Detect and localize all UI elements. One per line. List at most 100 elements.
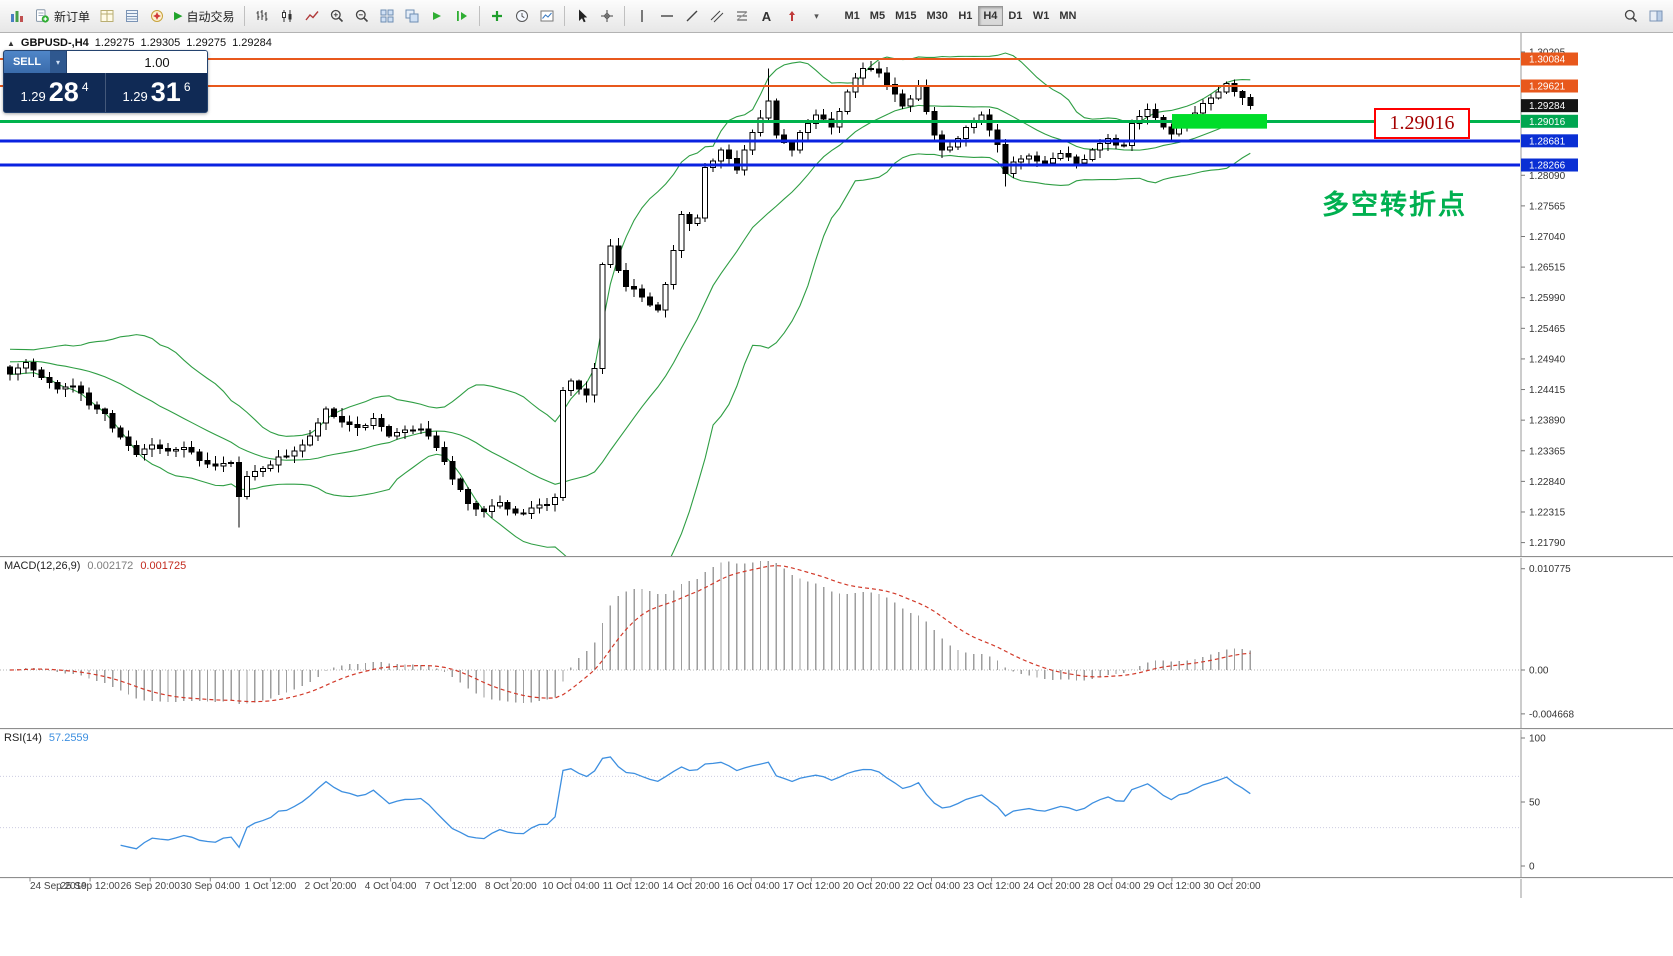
svg-text:17 Oct 12:00: 17 Oct 12:00 (783, 881, 841, 892)
autotrade-play-icon: ▶ (174, 9, 183, 22)
data-window-button[interactable] (120, 4, 144, 28)
candles-layer (7, 60, 1254, 528)
new-order-label: 新订单 (54, 9, 91, 24)
one-click-collapse-icon[interactable]: ▲ (7, 38, 15, 48)
buy-price[interactable]: 1.29 31 6 (105, 73, 207, 112)
line-chart-mode-button[interactable] (300, 4, 324, 28)
macd-signal-value: 0.001725 (140, 560, 187, 572)
price-badge (1521, 134, 1578, 148)
zoom-in-icon (330, 9, 343, 23)
auto-scroll-icon (432, 12, 441, 20)
svg-text:8 Oct 20:00: 8 Oct 20:00 (485, 881, 537, 892)
templates-button[interactable] (535, 4, 559, 28)
bar-chart-mode-button[interactable] (250, 4, 274, 28)
clock-icon (515, 10, 528, 22)
zoom-in-button[interactable] (325, 4, 349, 28)
svg-text:1.29621: 1.29621 (1529, 82, 1566, 93)
data-window-icon (126, 10, 139, 22)
autotrade-button[interactable]: ▶ 自动交易 (170, 4, 238, 28)
candle-chart-icon (281, 10, 291, 22)
svg-text:1.25990: 1.25990 (1529, 293, 1566, 304)
tab-m1[interactable]: M1 (840, 6, 865, 26)
market-watch-button[interactable] (95, 4, 119, 28)
more-tools-button[interactable]: ▾ (805, 4, 829, 28)
tab-h4[interactable]: H4 (977, 6, 1003, 26)
sell-price-point: 4 (81, 79, 89, 94)
svg-text:1.28266: 1.28266 (1529, 161, 1566, 172)
svg-text:7 Oct 12:00: 7 Oct 12:00 (425, 881, 477, 892)
tab-m30[interactable]: M30 (921, 6, 952, 26)
line-chart-icon (304, 11, 319, 21)
chart-shift-button[interactable] (450, 4, 474, 28)
high-value: 1.29305 (140, 37, 181, 49)
vertical-line-icon (640, 10, 643, 22)
auto-scroll-button[interactable] (425, 4, 449, 28)
svg-text:1.30084: 1.30084 (1529, 55, 1566, 66)
volume-input[interactable] (67, 51, 207, 73)
periods-button[interactable] (510, 4, 534, 28)
sell-button[interactable]: SELL (4, 51, 50, 73)
chart-annotation-text[interactable]: 多空转折点 (1322, 190, 1467, 220)
tab-m5[interactable]: M5 (865, 6, 890, 26)
tab-mn[interactable]: MN (1054, 6, 1081, 26)
candle-chart-mode-button[interactable] (275, 4, 299, 28)
new-order-button[interactable]: 新订单 (30, 4, 94, 28)
new-chart-button[interactable] (5, 4, 29, 28)
price-callout-box[interactable]: 1.29016 (1374, 108, 1470, 139)
fibonacci-tool-button[interactable] (730, 4, 754, 28)
symbol-panel-button[interactable] (1644, 4, 1668, 28)
bollinger-upper-line (9, 52, 1251, 437)
rsi-panel: 100 50 0 (0, 734, 1546, 873)
zoom-out-button[interactable] (350, 4, 374, 28)
svg-text:14 Oct 20:00: 14 Oct 20:00 (662, 881, 720, 892)
text-tool-button[interactable]: A (755, 4, 779, 28)
svg-text:1.28090: 1.28090 (1529, 171, 1566, 182)
volume-field: ▲ ▼ (66, 51, 207, 73)
trendline-tool-button[interactable] (680, 4, 704, 28)
sell-price-pips: 28 (48, 77, 79, 107)
cascade-windows-button[interactable] (400, 4, 424, 28)
cursor-tool-button[interactable] (570, 4, 594, 28)
arrows-tool-button[interactable] (780, 4, 804, 28)
horizontal-line-tool-button[interactable] (655, 4, 679, 28)
svg-text:1.25465: 1.25465 (1529, 324, 1566, 335)
search-button[interactable] (1619, 4, 1643, 28)
tab-d1[interactable]: D1 (1003, 6, 1028, 26)
navigator-button[interactable] (145, 4, 169, 28)
timeframe-group: M1 M5 M15 M30 H1 H4 D1 W1 MN (840, 6, 1082, 26)
tile-windows-button[interactable] (375, 4, 399, 28)
macd-histogram (17, 561, 1252, 704)
market-watch-icon (100, 10, 114, 22)
channel-tool-button[interactable] (705, 4, 729, 28)
svg-text:0.010775: 0.010775 (1529, 564, 1571, 575)
macd-name: MACD(12,26,9) (4, 560, 81, 572)
toolbar-separator (478, 6, 480, 26)
tab-m15[interactable]: M15 (890, 6, 921, 26)
sell-price[interactable]: 1.29 28 4 (4, 73, 105, 112)
svg-text:29 Oct 12:00: 29 Oct 12:00 (1143, 881, 1201, 892)
svg-text:1.22315: 1.22315 (1529, 507, 1566, 518)
macd-panel: 0.010775 0.00 -0.004668 (0, 561, 1574, 720)
price-badge (1521, 99, 1578, 113)
tab-h1[interactable]: H1 (953, 6, 978, 26)
svg-text:4 Oct 04:00: 4 Oct 04:00 (365, 881, 417, 892)
crosshair-tool-button[interactable] (595, 4, 619, 28)
price-badge (1521, 114, 1578, 128)
cascade-windows-icon (405, 9, 418, 23)
support-highlight-box[interactable] (1172, 114, 1267, 129)
svg-text:2 Oct 20:00: 2 Oct 20:00 (305, 881, 357, 892)
tab-w1[interactable]: W1 (1028, 6, 1055, 26)
svg-text:1.27565: 1.27565 (1529, 201, 1566, 212)
sell-options-dropdown[interactable]: ▾ (50, 51, 67, 73)
buy-price-main: 1.29 (122, 88, 148, 104)
svg-text:24 Oct 20:00: 24 Oct 20:00 (1023, 881, 1081, 892)
macd-main-value: 0.002172 (87, 560, 134, 572)
vertical-line-tool-button[interactable] (630, 4, 654, 28)
channel-icon (710, 10, 723, 23)
svg-text:50: 50 (1529, 798, 1541, 809)
price-axis: 1.302051.280901.275651.270401.265151.259… (1521, 47, 1578, 549)
indicators-button[interactable] (485, 4, 509, 28)
